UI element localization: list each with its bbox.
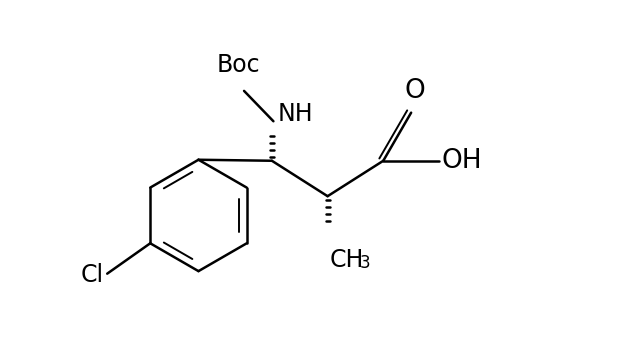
Text: OH: OH [442,148,482,174]
Text: O: O [405,77,426,104]
Text: Cl: Cl [81,263,104,287]
Text: NH: NH [278,102,314,126]
Text: 3: 3 [360,255,370,273]
Text: CH: CH [330,248,364,272]
Text: Boc: Boc [216,53,260,77]
